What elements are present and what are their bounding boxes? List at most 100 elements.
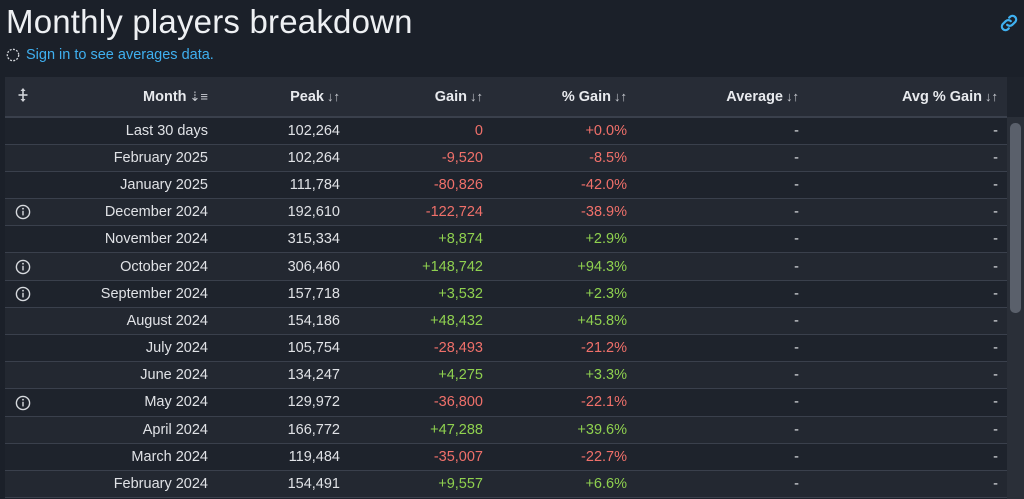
cell-average: - [794,394,799,411]
cell-average: - [794,176,799,193]
table-row: July 2024 105,754 -28,493 -21.2% - - [5,334,1007,362]
cell-peak: 105,754 [287,340,340,357]
cell-peak: 111,784 [289,176,340,193]
info-circle-icon[interactable] [15,286,31,302]
cell-month: February 2024 [113,476,208,493]
column-header-pct-gain[interactable]: % Gain ↓↑ [492,77,636,118]
cell-average: - [794,122,799,139]
cell-month: July 2024 [145,340,208,357]
column-header-avg-pct-gain[interactable]: Avg % Gain ↓↑ [808,77,1007,118]
cell-peak: 315,334 [287,231,340,248]
cell-gain: -9,520 [441,149,483,166]
table-row: September 2024 157,718 +3,532 +2.3% - - [5,280,1007,308]
cell-avg-pct-gain: - [993,204,998,221]
cell-average: - [794,476,799,493]
link-icon[interactable] [998,12,1020,34]
cell-pct-gain: +2.9% [585,231,627,248]
table-row: February 2024 154,491 +9,557 +6.6% - - [5,470,1007,498]
info-cell [5,226,45,253]
info-circle-icon[interactable] [15,395,31,411]
table-row: March 2024 119,484 -35,007 -22.7% - - [5,443,1007,471]
cell-avg-pct-gain: - [993,421,998,438]
cell-pct-gain: +39.6% [577,421,627,438]
page-title: Monthly players breakdown [6,3,413,40]
info-cell [5,362,45,389]
cell-month: December 2024 [104,204,208,221]
cell-month: March 2024 [131,448,208,465]
info-cell [5,389,45,416]
cell-pct-gain: -8.5% [589,149,627,166]
info-circle-icon[interactable] [15,259,31,275]
table-row: December 2024 192,610 -122,724 -38.9% - - [5,198,1007,226]
cell-peak: 154,186 [287,312,340,329]
cell-peak: 134,247 [287,367,340,384]
cell-gain: +148,742 [422,258,483,275]
cell-gain: -28,493 [433,340,483,357]
cell-avg-pct-gain: - [993,231,998,248]
cell-month: January 2025 [120,176,208,193]
cell-month: April 2024 [142,421,208,438]
cell-peak: 166,772 [287,421,340,438]
scrollbar-thumb[interactable] [1010,123,1021,313]
sort-icon: ↓↑ [786,88,799,104]
cell-avg-pct-gain: - [993,340,998,357]
column-header-gain[interactable]: Gain ↓↑ [349,77,492,118]
cell-pct-gain: -22.7% [581,448,627,465]
info-cell [5,253,45,280]
info-cell [5,144,45,171]
info-cell [5,199,45,226]
cell-peak: 102,264 [287,122,340,139]
cell-average: - [794,285,799,302]
cell-pct-gain: +3.3% [585,367,627,384]
info-cell [5,280,45,307]
cell-peak: 129,972 [287,394,340,411]
cell-month: October 2024 [120,258,208,275]
cell-pct-gain: -38.9% [581,204,627,221]
cell-gain: +47,288 [430,421,483,438]
table-row: June 2024 134,247 +4,275 +3.3% - - [5,361,1007,389]
cell-average: - [794,312,799,329]
cell-month: May 2024 [144,394,208,411]
cell-pct-gain: +94.3% [577,258,627,275]
cell-peak: 154,491 [287,476,340,493]
cell-average: - [794,204,799,221]
sort-icon: ↓↑ [327,88,340,104]
cell-pct-gain: +45.8% [577,312,627,329]
cell-peak: 192,610 [287,204,340,221]
cell-avg-pct-gain: - [993,367,998,384]
signin-notice: Sign in to see averages data. [6,47,214,63]
cell-average: - [794,340,799,357]
cell-gain: +8,874 [438,231,483,248]
column-header-month[interactable]: Month ⇣≡ [45,77,217,118]
players-table: Month ⇣≡ Peak ↓↑ Gain ↓↑ % Gain ↓↑ Average ↓↑… [5,77,1007,498]
cell-avg-pct-gain: - [993,285,998,302]
sort-desc-icon: ⇣≡ [189,88,208,104]
sort-icon: ↓↑ [985,88,998,104]
table-row: May 2024 129,972 -36,800 -22.1% - - [5,388,1007,417]
loading-spinner-icon [6,48,20,62]
cell-avg-pct-gain: - [993,476,998,493]
cell-average: - [794,448,799,465]
vertical-scrollbar[interactable] [1007,117,1024,499]
cell-avg-pct-gain: - [993,258,998,275]
table-header-row: Month ⇣≡ Peak ↓↑ Gain ↓↑ % Gain ↓↑ Average ↓↑… [5,77,1007,118]
cell-month: September 2024 [100,285,208,302]
info-cell [5,117,45,144]
sort-icon: ↓↑ [614,88,627,104]
column-header-average[interactable]: Average ↓↑ [636,77,808,118]
info-circle-icon[interactable] [15,204,31,220]
info-cell [5,171,45,198]
cell-pct-gain: +6.6% [585,476,627,493]
column-header-peak[interactable]: Peak ↓↑ [217,77,349,118]
cell-gain: +9,557 [438,476,483,493]
column-move-handle[interactable] [5,77,45,118]
cell-month: February 2025 [113,149,208,166]
info-cell [5,470,45,497]
cell-avg-pct-gain: - [993,149,998,166]
players-table-container: Month ⇣≡ Peak ↓↑ Gain ↓↑ % Gain ↓↑ Average ↓↑… [5,77,1024,499]
signin-link[interactable]: Sign in to see averages data. [26,47,214,63]
cell-month: November 2024 [104,231,208,248]
cell-average: - [794,231,799,248]
cell-pct-gain: -22.1% [581,394,627,411]
cell-month: August 2024 [126,312,208,329]
